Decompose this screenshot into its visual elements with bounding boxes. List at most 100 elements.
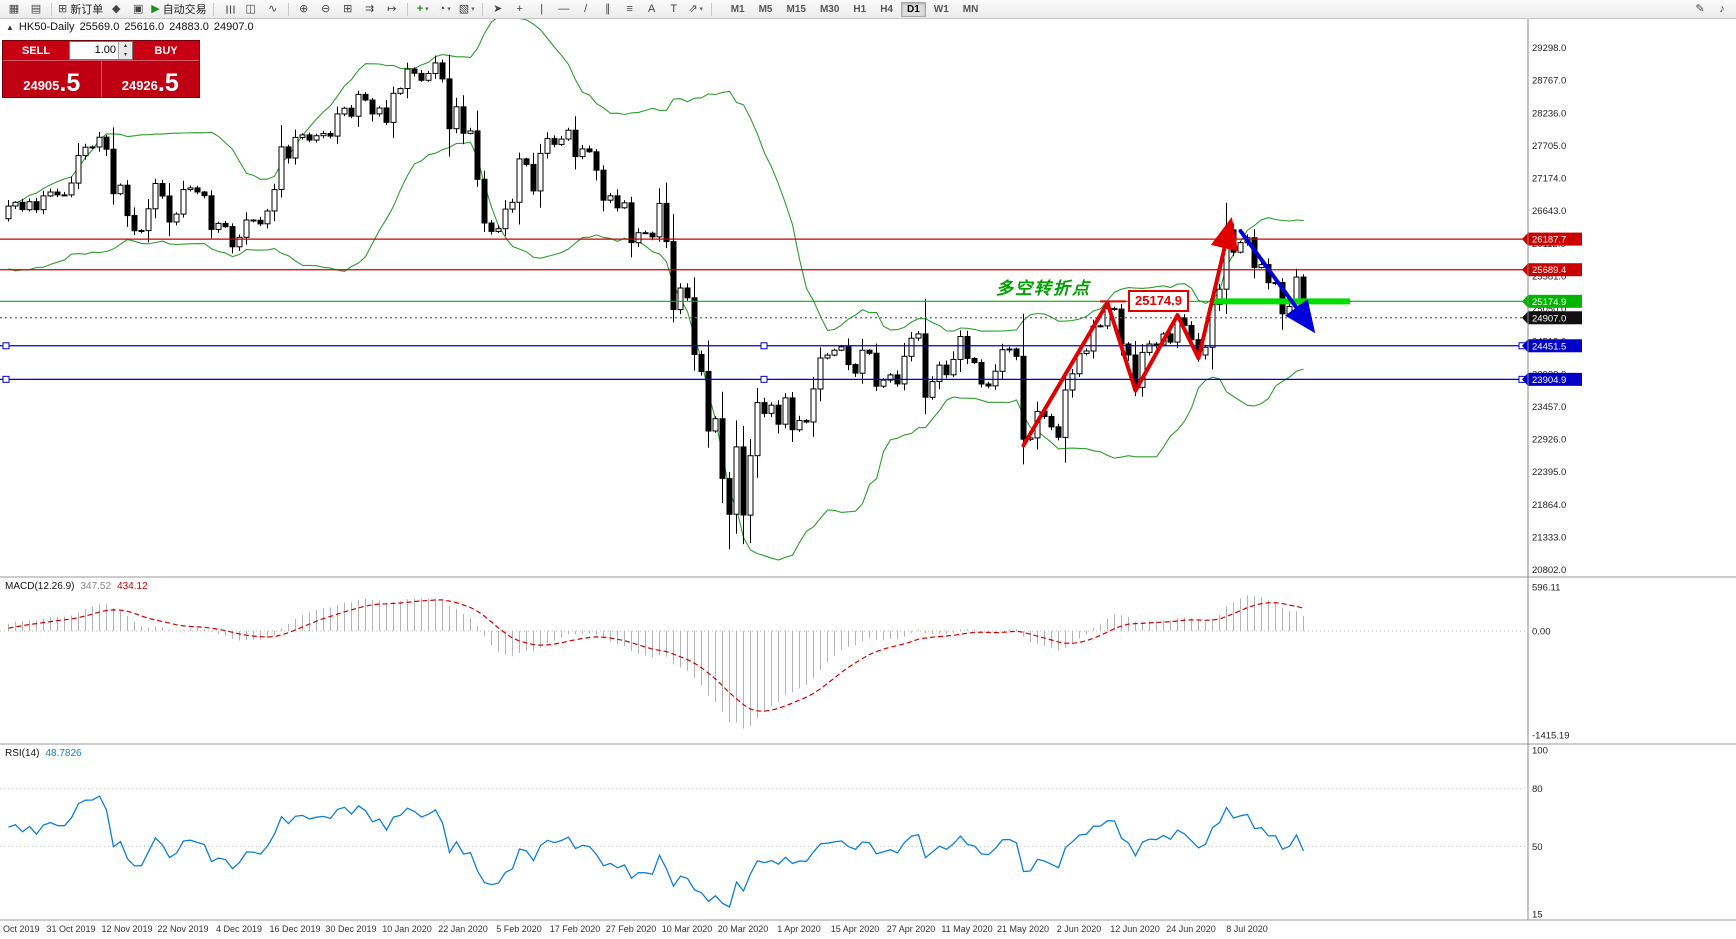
line-selection-handle[interactable]: [2, 375, 10, 383]
candle-body: [453, 106, 460, 130]
volume-up-button[interactable]: ▴: [119, 42, 132, 51]
candle-body: [978, 362, 985, 385]
candle-body: [943, 364, 950, 376]
close-value: 24907.0: [213, 21, 254, 33]
price-callout-label[interactable]: 25174.9: [1128, 290, 1189, 312]
svg-text:23457.0: 23457.0: [1532, 402, 1566, 413]
main-chart: [0, 15, 1528, 561]
tile-windows-button[interactable]: ⊞: [338, 0, 358, 18]
shapes-button[interactable]: ⇗ ▾: [686, 0, 706, 18]
tile-windows-icon: ⊞: [343, 2, 353, 15]
new-order-button-label: 新订单: [70, 4, 104, 16]
candle-body: [593, 151, 600, 171]
autotrading-button[interactable]: ▶ 自动交易: [150, 0, 207, 18]
line-selection-handle[interactable]: [760, 342, 768, 350]
red-zigzag-arrow[interactable]: [1021, 217, 1239, 448]
svg-text:50: 50: [1532, 842, 1543, 853]
auto-scroll-button[interactable]: ⇉: [360, 0, 380, 18]
sound-button[interactable]: ♪: [1712, 0, 1732, 18]
line-chart-icon: ∿: [268, 2, 278, 15]
line-selection-handle[interactable]: [760, 375, 768, 383]
zoom-in-button[interactable]: ⊕: [294, 0, 314, 18]
volume-input[interactable]: 1.00 ▴ ▾: [69, 41, 133, 60]
candle-body: [257, 219, 264, 225]
indicators-button[interactable]: + ▾: [413, 0, 433, 18]
candlestick-chart-button[interactable]: ◫: [241, 0, 261, 18]
sell-price-display[interactable]: 24905.5: [3, 61, 101, 97]
timeframe-m1-button[interactable]: M1: [730, 3, 745, 15]
channel-button[interactable]: ∥: [598, 0, 618, 18]
line-chart-button[interactable]: ∿: [263, 0, 283, 18]
candle-body: [103, 136, 110, 150]
buy-button[interactable]: BUY: [133, 41, 199, 60]
collapse-toggle-icon[interactable]: ▲: [6, 23, 14, 32]
profiles-button[interactable]: ▤: [26, 0, 46, 18]
candle-body: [957, 336, 964, 360]
timeframe-m5-button[interactable]: M5: [758, 3, 773, 15]
line-selection-handle[interactable]: [2, 342, 10, 350]
candle-body: [271, 189, 278, 212]
timeframe-h1-button[interactable]: H1: [853, 3, 867, 15]
templates-button[interactable]: ▧ ▾: [457, 0, 477, 18]
candle-body: [509, 201, 516, 210]
horizontal-line-button[interactable]: —: [554, 0, 574, 18]
candle-body: [124, 184, 131, 217]
timeframe-h4-button[interactable]: H4: [880, 3, 893, 15]
toolbar-right-group: ✎ ♪: [1689, 0, 1733, 18]
edit-button[interactable]: ✎: [1690, 0, 1710, 18]
metaeditor-button[interactable]: ◆: [106, 0, 126, 18]
svg-text:2 Jun 2020: 2 Jun 2020: [1057, 924, 1102, 934]
crosshair-button[interactable]: +: [510, 0, 530, 18]
timeframe-m15-button[interactable]: M15: [786, 3, 806, 15]
cursor-button[interactable]: ➤: [488, 0, 508, 18]
fibonacci-button[interactable]: ≡: [620, 0, 640, 18]
market-watch-button[interactable]: ▣: [128, 0, 148, 18]
candle-body: [565, 129, 572, 140]
text-button[interactable]: A: [642, 0, 662, 18]
candle-body: [1083, 350, 1090, 354]
svg-text:21 Oct 2019: 21 Oct 2019: [0, 924, 40, 934]
svg-text:0.00: 0.00: [1532, 627, 1551, 638]
candle-body: [320, 133, 327, 137]
vertical-line-button[interactable]: |: [532, 0, 552, 18]
volume-down-button[interactable]: ▾: [119, 50, 132, 59]
timeframe-w1-button[interactable]: W1: [933, 3, 949, 15]
svg-text:12 Jun 2020: 12 Jun 2020: [1110, 924, 1160, 934]
new-chart-button[interactable]: ▦: [4, 0, 24, 18]
chart-shift-button[interactable]: ↦: [382, 0, 402, 18]
timeframe-d1-button[interactable]: D1: [901, 1, 926, 17]
candle-body: [768, 404, 775, 414]
candle-body: [999, 349, 1006, 372]
candle-body: [383, 107, 390, 123]
candle-body: [376, 107, 383, 115]
svg-text:22 Jan 2020: 22 Jan 2020: [438, 924, 488, 934]
price-small-digits: 24905: [23, 78, 60, 93]
timeframe-m30-button[interactable]: M30: [819, 3, 840, 15]
toolbar-separator: [212, 2, 214, 16]
candle-body: [607, 195, 614, 201]
sell-button[interactable]: SELL: [3, 41, 69, 60]
new-order-button[interactable]: ⊞ 新订单: [57, 0, 104, 18]
autotrading-button-label: 自动交易: [162, 4, 207, 16]
periods-button[interactable]: ◔ ▾: [435, 0, 455, 18]
timeframe-mn-button[interactable]: MN: [962, 3, 979, 15]
candle-body: [40, 195, 47, 211]
bar-chart-button[interactable]: ☰: [219, 0, 239, 18]
candle-body: [82, 146, 89, 157]
trendline-button[interactable]: /: [576, 0, 596, 18]
turning-point-annotation[interactable]: 多空转折点: [996, 279, 1091, 298]
zoom-out-button[interactable]: ⊖: [316, 0, 336, 18]
candle-body: [1202, 346, 1209, 356]
candle-body: [670, 241, 677, 311]
blue-trend-arrow[interactable]: [1238, 229, 1316, 334]
text-label-button[interactable]: T: [664, 0, 684, 18]
candle-body: [446, 78, 453, 130]
candle-body: [313, 135, 320, 141]
candle-body: [740, 446, 747, 516]
market-watch-icon: ▣: [133, 2, 144, 15]
buy-price-display[interactable]: 24926.5: [100, 61, 200, 97]
candle-body: [229, 226, 236, 248]
svg-text:8 Jul 2020: 8 Jul 2020: [1226, 924, 1268, 934]
candle-body: [1048, 416, 1055, 428]
volume-value[interactable]: 1.00: [94, 44, 116, 56]
